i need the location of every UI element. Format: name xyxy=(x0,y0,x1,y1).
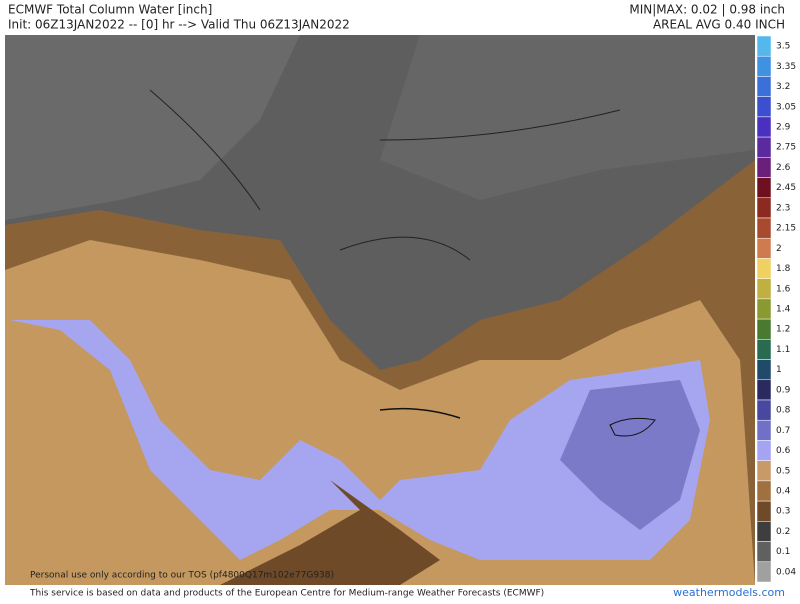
colorbar-label: 0.3 xyxy=(776,507,790,517)
cyprus xyxy=(609,417,656,437)
colorbar-cell xyxy=(756,318,772,340)
colorbar-cell xyxy=(756,440,772,461)
colorbar-label: 2.45 xyxy=(776,183,796,193)
humid-core xyxy=(560,380,700,530)
colorbar-cell xyxy=(756,76,772,97)
colorbar-label: 2 xyxy=(776,244,782,254)
colorbar-cell xyxy=(756,339,772,360)
colorbar-cell xyxy=(756,541,772,563)
colorbar-label: 3.5 xyxy=(776,42,790,52)
colorbar-label: 3.35 xyxy=(776,62,796,72)
colorbar-label: 1 xyxy=(776,365,782,375)
colorbar-label: 3.2 xyxy=(776,82,790,92)
colorbar-label: 0.8 xyxy=(776,406,791,416)
colorbar-label: 1.6 xyxy=(776,284,791,294)
colorbar-label: 2.6 xyxy=(776,163,791,173)
colorbar-label: 3.05 xyxy=(776,102,796,112)
colorbar-cell xyxy=(756,197,772,219)
libya-dry xyxy=(220,480,440,585)
colorbar-label: 2.75 xyxy=(776,143,796,153)
colorbar-cell xyxy=(756,561,772,583)
colorbar-label: 1.2 xyxy=(776,325,790,335)
colorbar-label: 2.3 xyxy=(776,203,790,213)
colorbar-label: 0.1 xyxy=(776,547,790,557)
colorbar-label: 0.6 xyxy=(776,446,791,456)
land-shade xyxy=(5,35,300,220)
areal-avg: AREAL AVG 0.40 INCH xyxy=(653,18,785,32)
map: Personal use only according to our TOS (… xyxy=(5,35,755,585)
colorbar-label: 0.9 xyxy=(776,385,791,395)
colorbar-cell xyxy=(756,96,772,118)
colorbar-label: 0.04 xyxy=(776,567,796,577)
colorbar-cell xyxy=(756,136,772,158)
colorbar-cell xyxy=(756,177,772,199)
colorbar-cell xyxy=(756,116,772,138)
title: ECMWF Total Column Water [inch] xyxy=(8,3,212,17)
colorbar-cell xyxy=(756,55,772,77)
colorbar-cell xyxy=(756,460,772,482)
colorbar-cell xyxy=(756,217,772,239)
colorbar: 3.5 3.35 3.2 3.05 2.9 2.75 2.6 2.45 2.3 2.15 2 1.8 1… xyxy=(756,35,796,583)
colorbar-label: 0.5 xyxy=(776,466,790,476)
colorbar-cell xyxy=(756,237,772,259)
watermark: Personal use only according to our TOS (… xyxy=(30,571,334,581)
colorbar-label: 1.1 xyxy=(776,345,790,355)
crete xyxy=(379,407,461,419)
colorbar-cell xyxy=(756,500,772,522)
footer-site: weathermodels.com xyxy=(673,586,785,599)
colorbar-cell xyxy=(756,480,772,502)
colorbar-cell xyxy=(756,298,772,320)
colorbar-label: 0.4 xyxy=(776,487,791,497)
humid-region xyxy=(10,320,710,560)
colorbar-label: 2.15 xyxy=(776,224,796,234)
colorbar-cell xyxy=(756,157,772,178)
colorbar-cell xyxy=(756,35,772,57)
colorbar-cell xyxy=(756,379,772,401)
min-max: MIN|MAX: 0.02 | 0.98 inch xyxy=(629,3,785,17)
borders xyxy=(149,89,621,261)
colorbar-cell xyxy=(756,278,772,300)
land-shade xyxy=(380,35,755,200)
colorbar-label: 2.9 xyxy=(776,123,791,133)
colorbar-cell xyxy=(756,399,772,421)
colorbar-label: 0.2 xyxy=(776,527,790,537)
colorbar-cell xyxy=(756,419,772,441)
init-line: Init: 06Z13JAN2022 -- [0] hr --> Valid T… xyxy=(8,18,350,32)
footer-credit: This service is based on data and produc… xyxy=(29,589,544,599)
colorbar-label: 0.7 xyxy=(776,426,790,436)
colorbar-cell xyxy=(756,258,772,279)
colorbar-cell xyxy=(756,359,772,381)
colorbar-label: 1.4 xyxy=(776,305,791,315)
colorbar-label: 1.8 xyxy=(776,264,791,274)
colorbar-cell xyxy=(756,521,772,542)
